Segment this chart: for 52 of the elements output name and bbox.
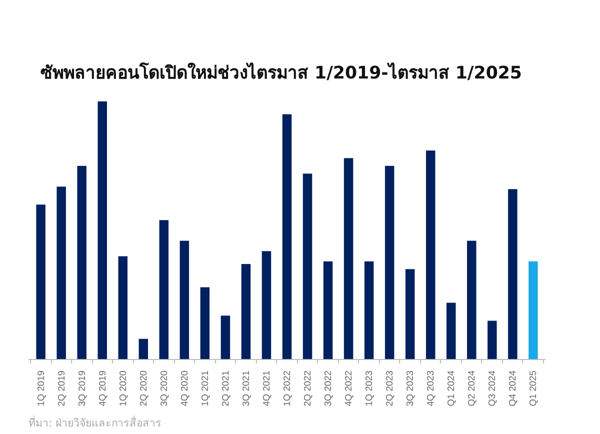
- text: ที่มา: ฝ่ายวิจัยและการสื่อสาร: [28, 416, 162, 430]
- bar: [488, 320, 497, 360]
- bar: [302, 174, 312, 360]
- x-tick-label: 2Q 2019: [56, 370, 66, 406]
- bar: [220, 316, 230, 360]
- x-tick-label: 3Q 2020: [158, 370, 169, 406]
- bar: [159, 220, 169, 360]
- bar: [426, 150, 436, 360]
- bar: [200, 287, 210, 360]
- bar: [364, 261, 374, 360]
- bar: [405, 269, 415, 360]
- x-tick-label: 1Q 2023: [364, 370, 374, 406]
- x-tick-label: Q4 2024: [508, 370, 518, 406]
- bar: [384, 166, 394, 360]
- bar: [36, 204, 46, 360]
- bar: [528, 261, 538, 360]
- x-tick-label: 3Q 2021: [240, 370, 251, 406]
- x-tick-label: 2Q 2022: [302, 370, 313, 406]
- x-tick-label: 1Q 2019: [36, 370, 46, 406]
- x-tick-label: 1Q 2022: [282, 370, 292, 406]
- chart-title: ซัพพลายคอนโดเปิดใหม่ช่วงไตรมาส 1/2019-ไตรมาส 1/2025: [40, 62, 522, 84]
- x-tick-label: 3Q 2019: [76, 370, 87, 406]
- bar: [138, 338, 148, 360]
- bar: [344, 158, 354, 360]
- x-tick-label: 3Q 2022: [323, 370, 334, 406]
- x-tick-label: Q3 2024: [487, 370, 498, 406]
- x-tick-label: 4Q 2020: [179, 370, 190, 406]
- bar: [56, 186, 66, 360]
- x-tick-label: 4Q 2023: [426, 370, 436, 406]
- bar: [241, 264, 251, 360]
- x-tick-label: 2Q 2023: [384, 370, 395, 406]
- bar: [262, 251, 272, 360]
- x-tick-label: Q1 2025: [528, 370, 538, 406]
- bar: [282, 114, 292, 360]
- bar: [118, 256, 128, 360]
- x-tick-label: 4Q 2021: [261, 370, 272, 406]
- x-tick-label: 1Q 2021: [200, 370, 210, 406]
- x-tick-label: 2Q 2021: [220, 370, 230, 406]
- x-tick-label: 4Q 2022: [344, 370, 354, 406]
- bar: [508, 189, 518, 360]
- bar: [446, 302, 456, 360]
- x-tick-label: 3Q 2023: [405, 370, 416, 406]
- x-tick-label: 1Q 2020: [118, 370, 128, 406]
- bar: [180, 240, 190, 360]
- x-tick-label: 2Q 2020: [138, 370, 148, 406]
- bar: [98, 101, 107, 360]
- bar: [467, 240, 476, 360]
- x-tick-label: 4Q 2019: [97, 370, 108, 406]
- x-tick-label: Q1 2024: [446, 370, 456, 406]
- bar: [323, 261, 333, 360]
- bar: [77, 166, 86, 360]
- x-tick-label: Q2 2024: [466, 370, 477, 406]
